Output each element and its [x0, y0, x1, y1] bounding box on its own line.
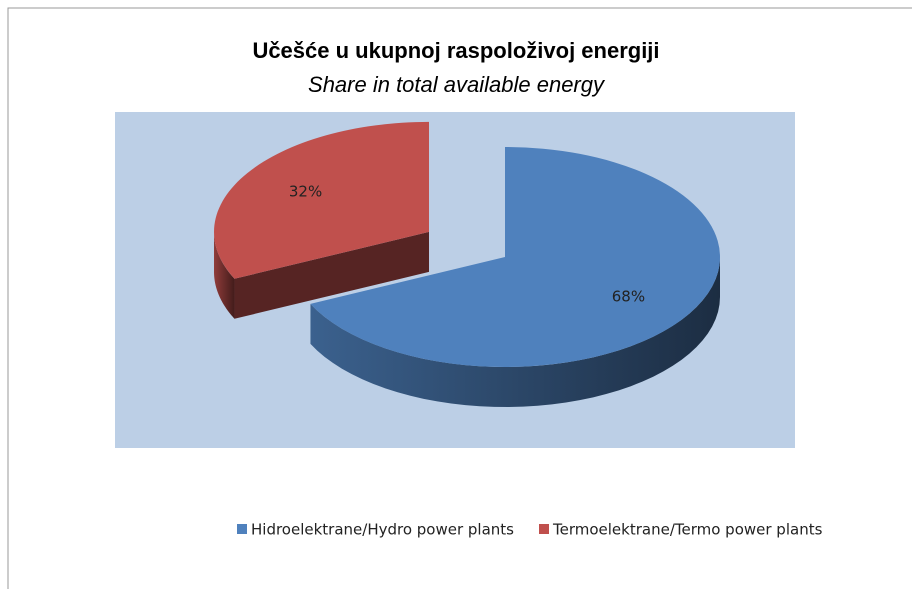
data-label: 32%: [289, 182, 322, 200]
legend-swatch: [539, 524, 549, 534]
chart-border: [7, 7, 912, 589]
slice-wall: [310, 257, 720, 407]
chart-title: Učešće u ukupnoj raspoloživoj energiji: [252, 38, 659, 63]
legend-swatch: [237, 524, 247, 534]
slice-cut-face: [234, 231, 430, 319]
slice-top: [214, 121, 430, 279]
chart-subtitle: Share in total available energy: [308, 72, 606, 97]
pie-slice: [310, 147, 720, 407]
data-label: 68%: [612, 288, 645, 306]
pie-slice: [214, 121, 430, 319]
slice-wall: [214, 231, 235, 319]
legend-label: Hidroelektrane/Hydro power plants: [251, 521, 514, 539]
slice-top: [310, 147, 720, 367]
legend-label: Termoelektrane/Termo power plants: [552, 521, 823, 539]
